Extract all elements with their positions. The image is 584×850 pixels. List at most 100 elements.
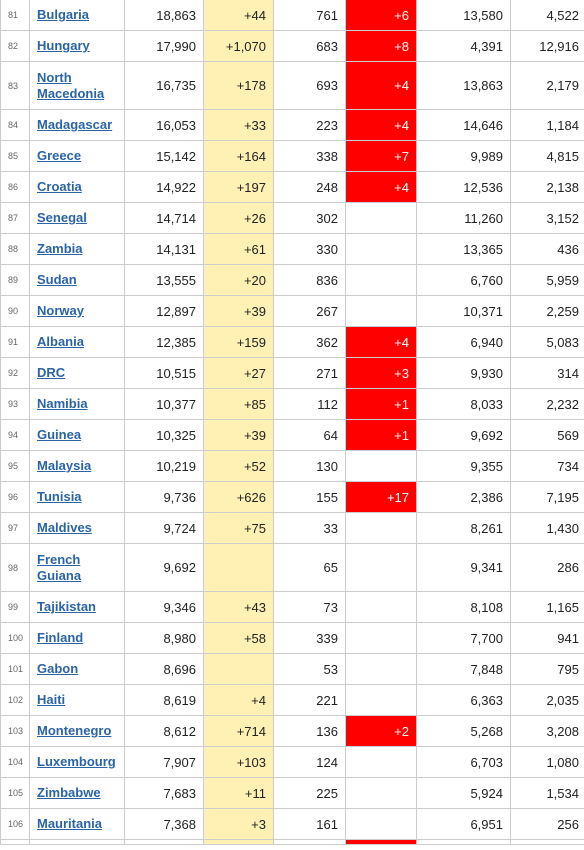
total-cases-cell: 18,863	[124, 0, 204, 31]
total-recovered-cell: 14,646	[416, 109, 511, 141]
country-link[interactable]: Croatia	[37, 179, 82, 194]
table-row: 91 Albania 12,385 +159 362 +4 6,940 5,083	[0, 326, 584, 358]
new-deaths-cell	[345, 543, 417, 592]
total-deaths-cell: 693	[273, 61, 346, 110]
new-deaths-cell: +4	[345, 171, 417, 203]
country-cell: Bulgaria	[29, 0, 125, 31]
active-cases-cell: 1,534	[510, 777, 584, 809]
total-recovered-cell: 5,924	[416, 777, 511, 809]
country-link[interactable]: Haiti	[37, 692, 66, 707]
country-link[interactable]: Zambia	[37, 241, 83, 256]
country-link[interactable]: Senegal	[37, 210, 87, 225]
total-recovered-cell: 7,848	[416, 653, 511, 685]
total-deaths-cell: 267	[273, 295, 346, 327]
total-cases-cell: 16,053	[124, 109, 204, 141]
new-deaths-cell: +6	[345, 0, 417, 31]
country-link[interactable]: Albania	[37, 334, 84, 349]
country-link[interactable]: Sudan	[37, 272, 77, 287]
total-recovered-cell: 6,703	[416, 746, 511, 778]
active-cases-cell: 795	[510, 653, 584, 685]
country-link[interactable]: Finland	[37, 630, 84, 645]
table-row: 89 Sudan 13,555 +20 836 6,760 5,959	[0, 264, 584, 296]
total-deaths-cell: 339	[273, 622, 346, 654]
new-cases-cell: +1,070	[203, 30, 274, 62]
country-cell: Haiti	[29, 684, 125, 716]
country-link[interactable]: Tajikistan	[37, 599, 97, 614]
country-link[interactable]: Guinea	[37, 427, 82, 442]
table-row: 106 Mauritania 7,368 +3 161 6,951 256	[0, 808, 584, 840]
country-link[interactable]: Hungary	[37, 38, 90, 53]
total-cases-cell: 8,612	[124, 715, 204, 747]
active-cases-cell: 7,195	[510, 481, 584, 513]
new-cases-cell: +197	[203, 171, 274, 203]
new-deaths-cell: +17	[345, 481, 417, 513]
country-link[interactable]: Maldives	[37, 520, 92, 535]
row-number: 106	[0, 808, 30, 840]
total-deaths-cell: 221	[273, 684, 346, 716]
new-cases-cell: +58	[203, 622, 274, 654]
total-deaths-cell: 161	[273, 808, 346, 840]
total-deaths-cell: 225	[273, 777, 346, 809]
new-deaths-cell	[345, 233, 417, 265]
country-link[interactable]: Mauritania	[37, 816, 103, 831]
row-number: 105	[0, 777, 30, 809]
row-number: 87	[0, 202, 30, 234]
table-row: 87 Senegal 14,714 +26 302 11,260 3,152	[0, 202, 584, 234]
row-number: 82	[0, 30, 30, 62]
row-number	[0, 839, 30, 845]
new-cases-cell: +164	[203, 140, 274, 172]
new-deaths-cell: +1	[345, 419, 417, 451]
new-cases-cell: +43	[203, 591, 274, 623]
country-link[interactable]: Luxembourg	[37, 754, 116, 769]
country-link[interactable]: Norway	[37, 303, 84, 318]
total-recovered-cell: 13,580	[416, 0, 511, 31]
active-cases-cell: 5,083	[510, 326, 584, 358]
active-cases-cell: 1,184	[510, 109, 584, 141]
new-deaths-cell	[345, 839, 417, 845]
row-number: 94	[0, 419, 30, 451]
country-link[interactable]: Tunisia	[37, 489, 82, 504]
table-row: 92 DRC 10,515 +27 271 +3 9,930 314	[0, 357, 584, 389]
table-row: 101 Gabon 8,696 53 7,848 795	[0, 653, 584, 685]
country-link[interactable]: Madagascar	[37, 117, 113, 132]
active-cases-cell: 314	[510, 357, 584, 389]
total-deaths-cell: 112	[273, 388, 346, 420]
new-cases-cell: +26	[203, 202, 274, 234]
total-cases-cell: 7,907	[124, 746, 204, 778]
country-link[interactable]: North Macedonia	[37, 69, 105, 101]
active-cases-cell: 436	[510, 233, 584, 265]
total-cases-cell: 9,346	[124, 591, 204, 623]
new-deaths-cell: +4	[345, 61, 417, 110]
country-link[interactable]: Malaysia	[37, 458, 92, 473]
country-link[interactable]: Gabon	[37, 661, 79, 676]
country-link[interactable]: DRC	[37, 365, 66, 380]
country-link[interactable]: Namibia	[37, 396, 88, 411]
new-cases-cell: +20	[203, 264, 274, 296]
total-deaths-cell: 330	[273, 233, 346, 265]
new-cases-cell: +39	[203, 419, 274, 451]
table-row: 95 Malaysia 10,219 +52 130 9,355 734	[0, 450, 584, 482]
table-row: 81 Bulgaria 18,863 +44 761 +6 13,580 4,522	[0, 0, 584, 31]
country-link[interactable]: Montenegro	[37, 723, 112, 738]
country-cell: Montenegro	[29, 715, 125, 747]
country-link[interactable]: Zimbabwe	[37, 785, 101, 800]
total-cases-cell: 14,131	[124, 233, 204, 265]
new-deaths-cell	[345, 295, 417, 327]
total-cases-cell: 10,515	[124, 357, 204, 389]
country-link[interactable]: Bulgaria	[37, 7, 90, 22]
active-cases-cell: 2,035	[510, 684, 584, 716]
row-number: 100	[0, 622, 30, 654]
country-link[interactable]: French Guiana	[37, 551, 82, 583]
row-number: 104	[0, 746, 30, 778]
country-cell: Zambia	[29, 233, 125, 265]
country-cell	[29, 839, 125, 845]
table-row: 82 Hungary 17,990 +1,070 683 +8 4,391 12,916	[0, 30, 584, 62]
country-link[interactable]: Greece	[37, 148, 82, 163]
table-row: 84 Madagascar 16,053 +33 223 +4 14,646 1,184	[0, 109, 584, 141]
new-deaths-cell	[345, 746, 417, 778]
table-row	[0, 839, 584, 845]
total-recovered-cell: 6,760	[416, 264, 511, 296]
total-deaths-cell: 73	[273, 591, 346, 623]
total-recovered-cell: 2,386	[416, 481, 511, 513]
